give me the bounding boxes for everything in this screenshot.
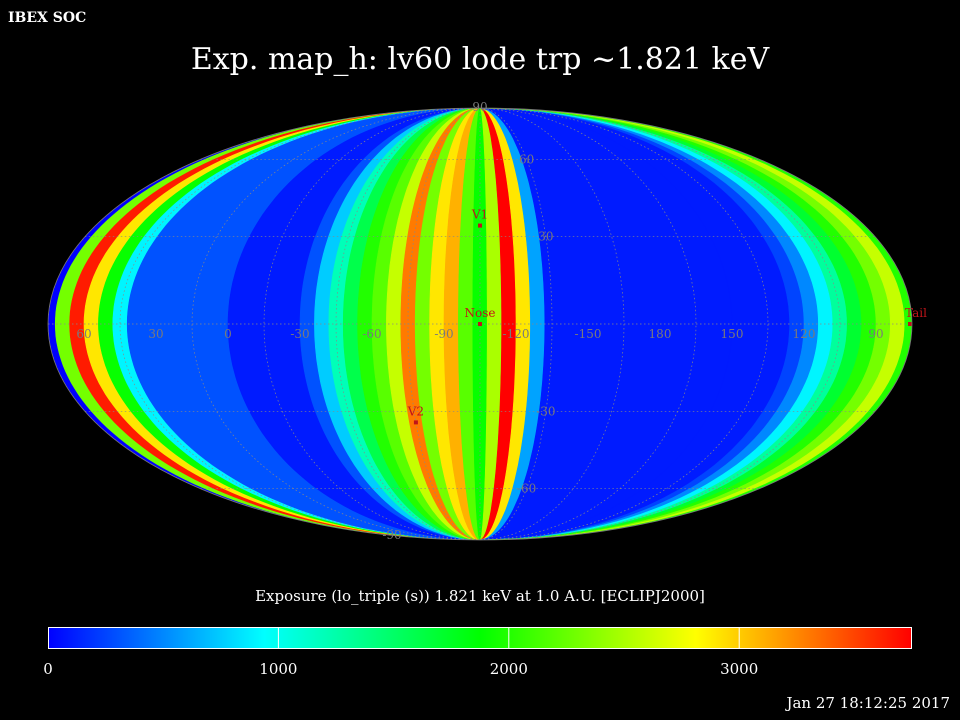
lon-label: 60 xyxy=(76,327,91,341)
colorbar xyxy=(48,627,912,649)
lon-label: -30 xyxy=(290,327,309,341)
lat-label: -30 xyxy=(536,404,555,418)
lon-label: 30 xyxy=(148,327,163,341)
lon-label: -60 xyxy=(362,327,381,341)
marker-label: V1 xyxy=(471,208,488,222)
lon-label: 120 xyxy=(793,327,816,341)
colorbar-tick-label: 2000 xyxy=(490,660,528,678)
lon-label: 180 xyxy=(649,327,672,341)
colorbar-tick-label: 1000 xyxy=(259,660,297,678)
marker-label: Tail xyxy=(905,306,927,320)
lon-label: 90 xyxy=(868,327,883,341)
lon-label: -120 xyxy=(503,327,530,341)
lat-label: 60 xyxy=(519,152,534,166)
lon-label: -150 xyxy=(575,327,602,341)
marker-dot xyxy=(478,322,482,326)
colorbar-tick-label: 3000 xyxy=(720,660,758,678)
map-caption: Exposure (lo_triple (s)) 1.821 keV at 1.… xyxy=(0,587,960,605)
timestamp: Jan 27 18:12:25 2017 xyxy=(786,694,950,712)
marker-dot xyxy=(414,420,418,424)
lat-label: 90 xyxy=(472,100,487,114)
lat-label: -60 xyxy=(517,482,536,496)
lon-label: 0 xyxy=(224,327,232,341)
marker-dot xyxy=(908,322,912,326)
marker-label: Nose xyxy=(465,306,496,320)
marker-dot xyxy=(478,224,482,228)
marker-label: V2 xyxy=(407,404,424,418)
colorbar-tick-label: 0 xyxy=(43,660,53,678)
lon-label: 150 xyxy=(721,327,744,341)
lat-label: 30 xyxy=(538,230,553,244)
colorbar-gradient xyxy=(49,628,912,649)
lon-label: -90 xyxy=(434,327,453,341)
